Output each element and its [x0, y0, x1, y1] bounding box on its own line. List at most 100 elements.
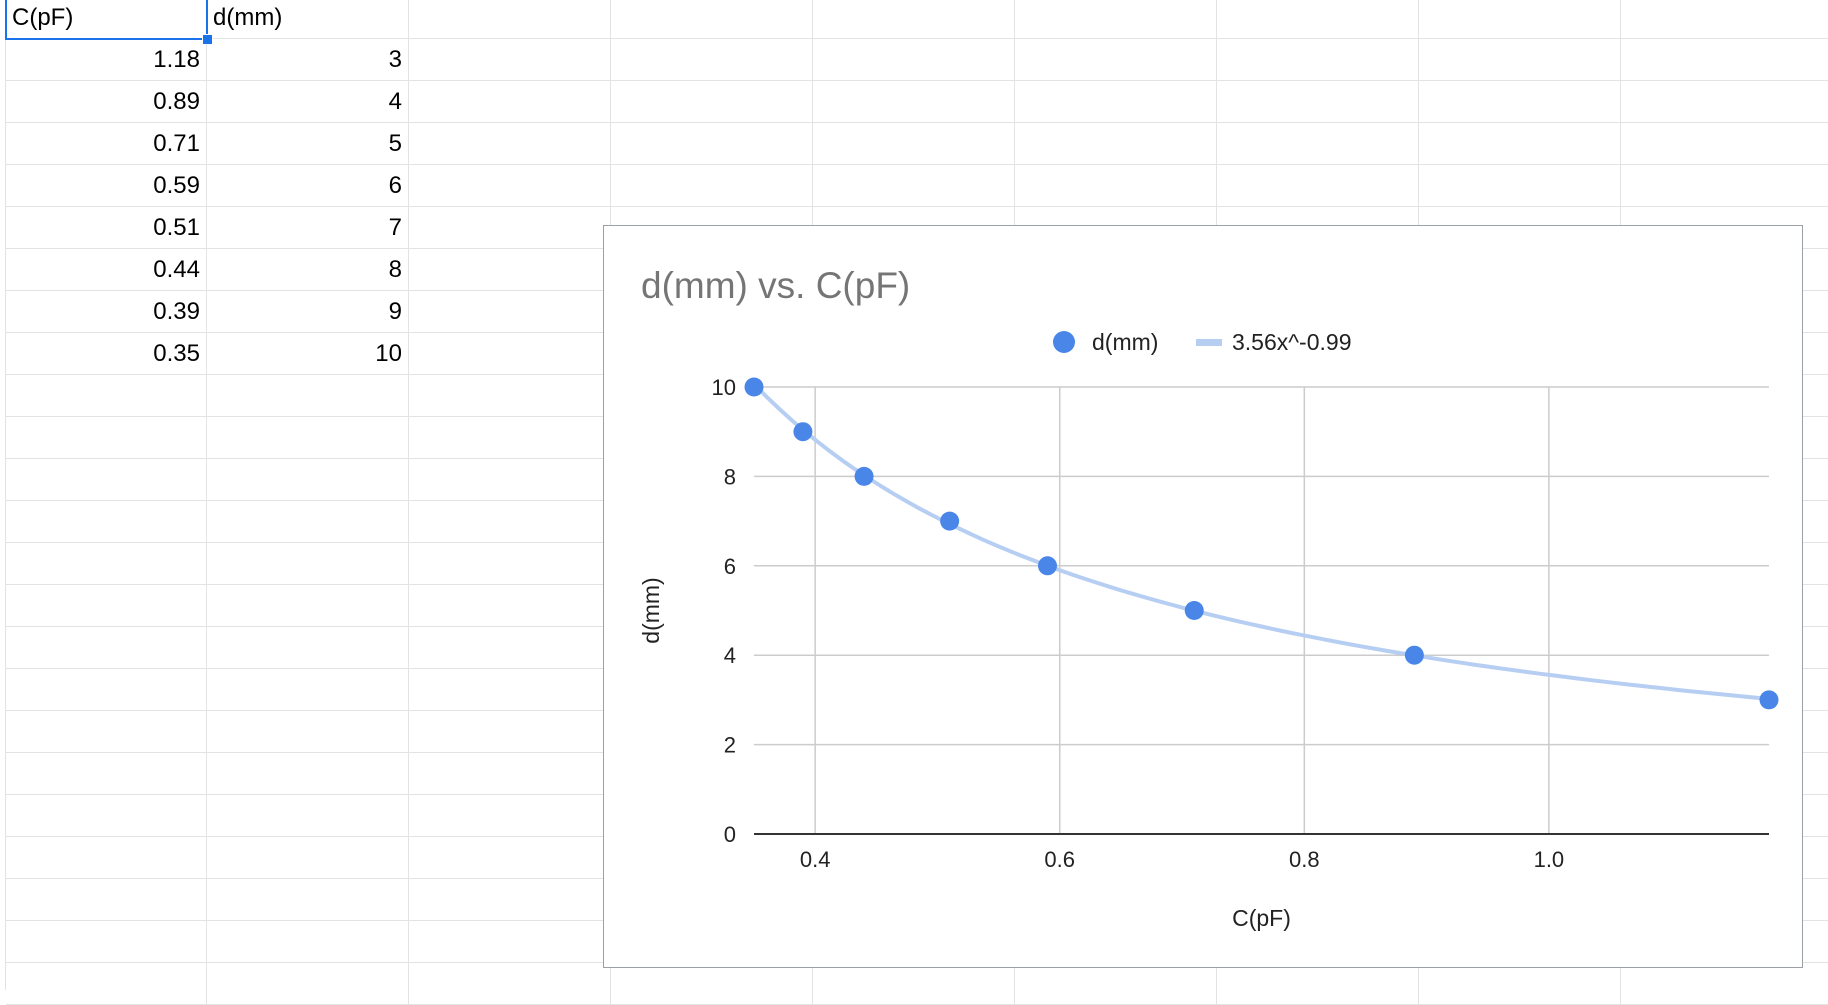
empty-cell[interactable] [611, 0, 813, 39]
empty-cell[interactable] [409, 375, 611, 417]
table-cell[interactable]: 0.71 [6, 123, 207, 165]
header-cell[interactable]: d(mm) [207, 0, 409, 39]
empty-cell[interactable] [207, 543, 409, 585]
table-cell[interactable]: 3 [207, 39, 409, 81]
data-point[interactable] [1184, 601, 1204, 620]
table-cell[interactable]: 0.59 [6, 165, 207, 207]
empty-cell[interactable] [1015, 165, 1217, 207]
empty-cell[interactable] [1621, 963, 1828, 1005]
empty-cell[interactable] [409, 249, 611, 291]
empty-cell[interactable] [409, 291, 611, 333]
table-cell[interactable]: 0.39 [6, 291, 207, 333]
empty-cell[interactable] [409, 627, 611, 669]
empty-cell[interactable] [6, 585, 207, 627]
empty-cell[interactable] [1621, 39, 1828, 81]
empty-cell[interactable] [1419, 165, 1621, 207]
empty-cell[interactable] [409, 879, 611, 921]
empty-cell[interactable] [409, 921, 611, 963]
table-cell[interactable]: 4 [207, 81, 409, 123]
empty-cell[interactable] [1419, 123, 1621, 165]
empty-cell[interactable] [1015, 0, 1217, 39]
empty-cell[interactable] [207, 711, 409, 753]
empty-cell[interactable] [6, 669, 207, 711]
chart[interactable]: d(mm) vs. C(pF) d(mm) 3.56x^-0.99 0 2 4 6 8 10 0.… [603, 225, 1803, 968]
empty-cell[interactable] [813, 39, 1015, 81]
table-cell[interactable]: 0.35 [6, 333, 207, 375]
table-cell[interactable]: 5 [207, 123, 409, 165]
empty-cell[interactable] [813, 963, 1015, 1005]
data-point[interactable] [854, 466, 874, 486]
empty-cell[interactable] [6, 753, 207, 795]
empty-cell[interactable] [409, 333, 611, 375]
table-cell[interactable]: 6 [207, 165, 409, 207]
empty-cell[interactable] [1621, 165, 1828, 207]
empty-cell[interactable] [409, 123, 611, 165]
empty-cell[interactable] [6, 837, 207, 879]
empty-cell[interactable] [1217, 165, 1419, 207]
data-point[interactable] [1037, 556, 1057, 576]
empty-cell[interactable] [207, 459, 409, 501]
empty-cell[interactable] [813, 123, 1015, 165]
table-cell[interactable]: 0.44 [6, 249, 207, 291]
empty-cell[interactable] [611, 39, 813, 81]
empty-cell[interactable] [1419, 963, 1621, 1005]
empty-cell[interactable] [1419, 81, 1621, 123]
empty-cell[interactable] [813, 0, 1015, 39]
empty-cell[interactable] [409, 81, 611, 123]
empty-cell[interactable] [409, 207, 611, 249]
fill-handle[interactable] [202, 34, 213, 45]
empty-cell[interactable] [813, 165, 1015, 207]
empty-cell[interactable] [813, 81, 1015, 123]
empty-cell[interactable] [409, 795, 611, 837]
empty-cell[interactable] [6, 543, 207, 585]
empty-cell[interactable] [207, 837, 409, 879]
empty-cell[interactable] [409, 669, 611, 711]
empty-cell[interactable] [1217, 39, 1419, 81]
empty-cell[interactable] [207, 417, 409, 459]
table-cell[interactable]: 9 [207, 291, 409, 333]
empty-cell[interactable] [409, 417, 611, 459]
header-cell[interactable]: C(pF) [6, 0, 207, 39]
empty-cell[interactable] [6, 459, 207, 501]
data-point[interactable] [793, 422, 813, 442]
empty-cell[interactable] [611, 123, 813, 165]
empty-cell[interactable] [6, 627, 207, 669]
empty-cell[interactable] [409, 165, 611, 207]
empty-cell[interactable] [611, 963, 813, 1005]
empty-cell[interactable] [409, 711, 611, 753]
table-cell[interactable]: 0.51 [6, 207, 207, 249]
data-point[interactable] [1759, 690, 1779, 710]
empty-cell[interactable] [409, 585, 611, 627]
data-point[interactable] [1404, 645, 1424, 665]
empty-cell[interactable] [1419, 39, 1621, 81]
empty-cell[interactable] [409, 39, 611, 81]
data-point[interactable] [744, 377, 764, 397]
empty-cell[interactable] [1419, 0, 1621, 39]
empty-cell[interactable] [1217, 963, 1419, 1005]
empty-cell[interactable] [409, 837, 611, 879]
empty-cell[interactable] [1217, 0, 1419, 39]
empty-cell[interactable] [1015, 123, 1217, 165]
empty-cell[interactable] [207, 963, 409, 1005]
empty-cell[interactable] [611, 81, 813, 123]
empty-cell[interactable] [1015, 81, 1217, 123]
empty-cell[interactable] [6, 795, 207, 837]
empty-cell[interactable] [1015, 39, 1217, 81]
empty-cell[interactable] [409, 501, 611, 543]
empty-cell[interactable] [409, 753, 611, 795]
empty-cell[interactable] [6, 375, 207, 417]
empty-cell[interactable] [611, 165, 813, 207]
empty-cell[interactable] [1621, 0, 1828, 39]
table-cell[interactable]: 7 [207, 207, 409, 249]
empty-cell[interactable] [1217, 123, 1419, 165]
empty-cell[interactable] [1621, 123, 1828, 165]
table-cell[interactable]: 8 [207, 249, 409, 291]
table-cell[interactable]: 10 [207, 333, 409, 375]
empty-cell[interactable] [1015, 963, 1217, 1005]
empty-cell[interactable] [6, 501, 207, 543]
empty-cell[interactable] [207, 375, 409, 417]
empty-cell[interactable] [409, 0, 611, 39]
empty-cell[interactable] [6, 711, 207, 753]
table-cell[interactable]: 0.89 [6, 81, 207, 123]
empty-cell[interactable] [207, 879, 409, 921]
